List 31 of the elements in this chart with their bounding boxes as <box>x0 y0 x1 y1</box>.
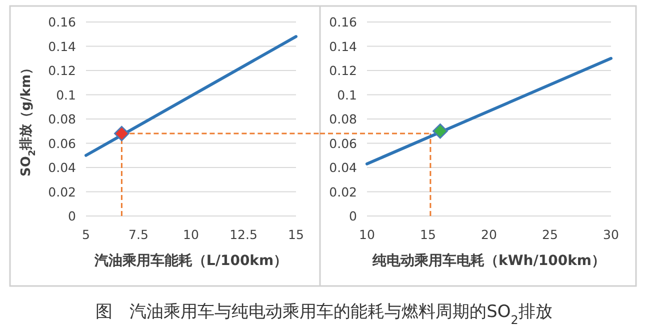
y-tick-label: 0.12 <box>48 63 76 78</box>
y-tick-label: 0.1 <box>56 87 76 102</box>
x-tick-label: 7.5 <box>128 227 148 242</box>
y-tick-label: 0.08 <box>329 112 358 126</box>
y-tick-label: 0 <box>68 208 76 224</box>
x-axis-title: 汽油乘用车能耗（L/100km） <box>93 252 288 269</box>
y-tick-label: 0.1 <box>337 87 357 102</box>
y-tick-label: 0.04 <box>48 160 76 175</box>
y-tick-label: 0.16 <box>48 14 76 30</box>
x-tick-label: 15 <box>420 227 436 242</box>
x-tick-label: 25 <box>542 227 558 242</box>
y-tick-label: 0.12 <box>329 63 357 78</box>
y-tick-label: 0.04 <box>329 160 358 175</box>
y-tick-label: 0.08 <box>48 112 76 126</box>
x-tick-label: 10 <box>359 227 375 242</box>
y-tick-label: 0.16 <box>329 14 358 30</box>
x-tick-label: 30 <box>603 227 619 242</box>
y-tick-label: 0.06 <box>329 136 358 151</box>
text: 图 汽油乘用车与纯电动乘用车的能耗与燃料周期的SO$_{2}$排放 <box>96 302 552 327</box>
y-tick-label: 0.06 <box>48 136 76 151</box>
x-tick-label: 20 <box>481 227 497 242</box>
x-tick-label: 15 <box>288 227 304 242</box>
x-tick-label: 5 <box>82 227 90 242</box>
x-tick-label: 10 <box>183 227 199 242</box>
y-tick-label: 0 <box>349 208 358 224</box>
y-tick-label: 0.02 <box>329 184 357 200</box>
y-tick-label: 0.14 <box>329 38 358 54</box>
x-axis-title: 纯电动乘用车电耗（kWh/100km） <box>372 252 606 269</box>
y-tick-label: 0.02 <box>48 184 76 200</box>
y-tick-label: 0.14 <box>48 38 76 54</box>
x-tick-label: 12.5 <box>230 227 258 242</box>
